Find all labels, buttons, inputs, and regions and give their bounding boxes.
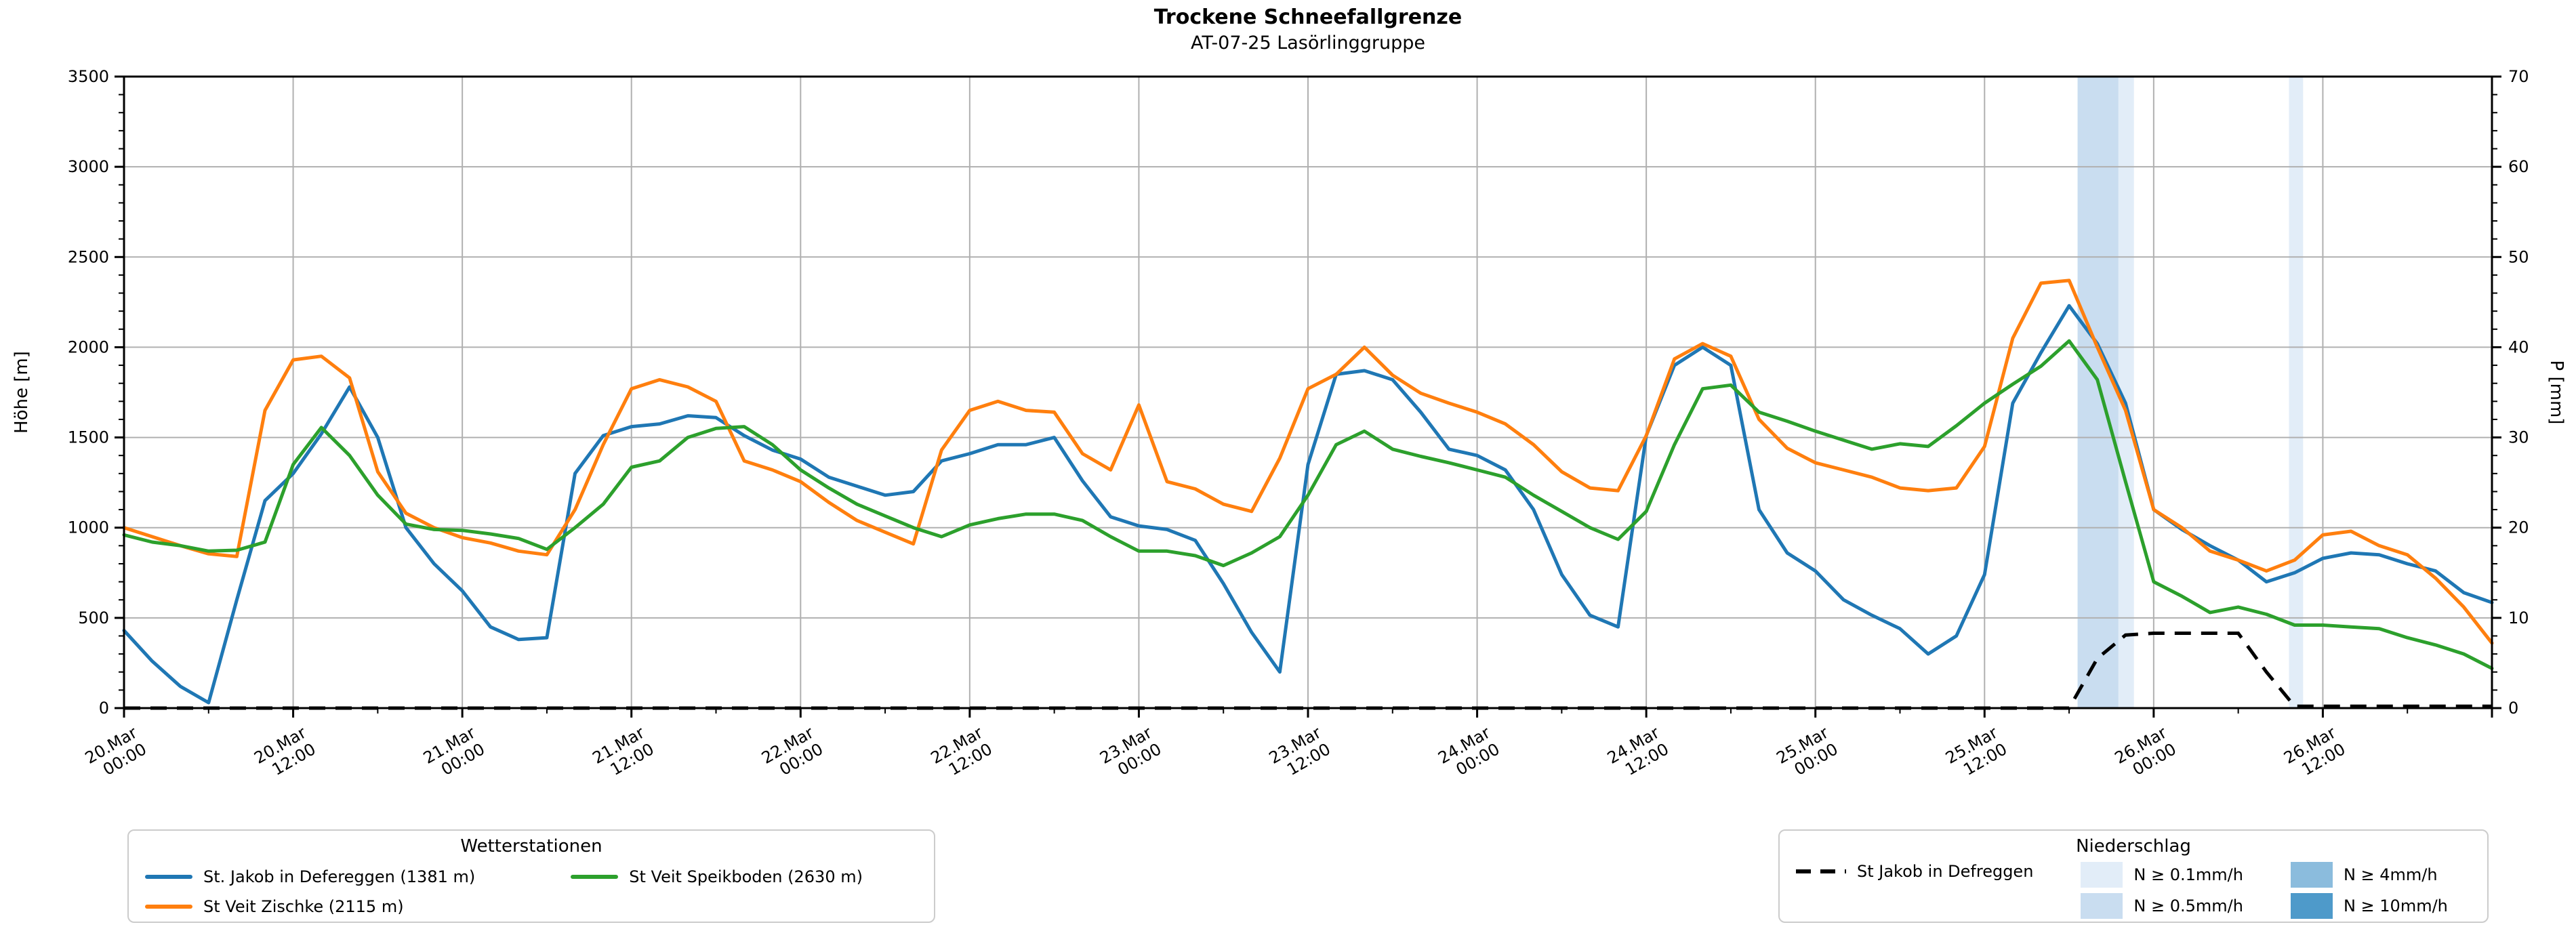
legend-item-label: N ≥ 4mm/h — [2343, 865, 2438, 884]
y-left-tick-label: 3000 — [68, 157, 109, 176]
y-left-tick-label: 500 — [78, 608, 109, 627]
legend-stations-items: St. Jakob in Defereggen (1381 m) St Veit… — [145, 862, 918, 922]
legend-precip-title: Niederschlag — [2076, 836, 2191, 856]
y-right-tick-label: 30 — [2508, 428, 2529, 447]
legend-item-label: N ≥ 10mm/h — [2343, 896, 2448, 915]
precip-band — [2289, 77, 2304, 708]
y-right-tick-label: 70 — [2508, 67, 2529, 86]
y-right-tick-label: 60 — [2508, 157, 2529, 176]
legend-item-band: N ≥ 4mm/h — [2290, 862, 2448, 888]
legend-item-band: N ≥ 0.1mm/h — [2081, 862, 2243, 888]
dashed-line-sample-icon — [1796, 869, 1846, 873]
y-right-axis-label: P [mm] — [2546, 360, 2567, 425]
precip-band — [2118, 77, 2134, 708]
y-left-axis-label: Höhe [m] — [12, 351, 32, 434]
y-left-tick-label: 3500 — [68, 67, 109, 86]
legend-item-band: N ≥ 10mm/h — [2290, 893, 2448, 919]
y-right-tick-label: 40 — [2508, 337, 2529, 356]
band-patch-icon — [2290, 862, 2333, 888]
chart-subtitle: AT-07-25 Lasörlinggruppe — [1191, 33, 1425, 54]
y-left-tick-label: 2500 — [68, 247, 109, 266]
precip-band — [2077, 77, 2119, 708]
legend-item-station: St. Jakob in Defereggen (1381 m) — [145, 862, 530, 892]
y-right-tick-label: 50 — [2508, 247, 2529, 266]
legend-precip: Niederschlag St Jakob in Defreggen N ≥ 0… — [1778, 829, 2489, 923]
legend-item-station: St Veit Zischke (2115 m) — [145, 892, 530, 922]
band-patch-icon — [2081, 862, 2123, 888]
y-left-tick-label: 0 — [99, 699, 109, 718]
series-line — [122, 278, 2494, 645]
y-left-tick-label: 2000 — [68, 337, 109, 356]
band-patch-icon — [2290, 893, 2333, 919]
legend-item-label: St Jakob in Defreggen — [1857, 862, 2034, 881]
y-right-tick-label: 0 — [2508, 699, 2518, 718]
legend-item-label: St Veit Zischke (2115 m) — [203, 897, 404, 916]
legend-stations-title: Wetterstationen — [460, 836, 602, 856]
legend-item-label: N ≥ 0.1mm/h — [2133, 865, 2243, 884]
line-sample-icon — [145, 905, 192, 909]
line-sample-icon — [571, 875, 619, 879]
chart-title: Trockene Schneefallgrenze — [1153, 5, 1463, 29]
legend-item-band: N ≥ 0.5mm/h — [2081, 893, 2243, 919]
y-right-tick-label: 10 — [2508, 608, 2529, 627]
legend-item-label: St. Jakob in Defereggen (1381 m) — [203, 867, 476, 886]
legend-item-label: St Veit Speikboden (2630 m) — [629, 867, 863, 886]
series-line — [122, 339, 2494, 670]
legend-precip-items: St Jakob in Defreggen N ≥ 0.1mm/h N ≥ 0.… — [1796, 862, 2471, 919]
line-sample-icon — [145, 875, 192, 879]
band-patch-icon — [2081, 893, 2123, 919]
legend-item-precip-line: St Jakob in Defreggen — [1796, 862, 2033, 881]
y-left-tick-label: 1000 — [68, 518, 109, 537]
legend-item-station: St Veit Speikboden (2630 m) — [571, 862, 918, 892]
y-right-tick-label: 20 — [2508, 518, 2529, 537]
legend-item-label: N ≥ 0.5mm/h — [2133, 896, 2243, 915]
legend-stations: Wetterstationen St. Jakob in Defereggen … — [127, 829, 935, 923]
y-left-tick-label: 1500 — [68, 428, 109, 447]
